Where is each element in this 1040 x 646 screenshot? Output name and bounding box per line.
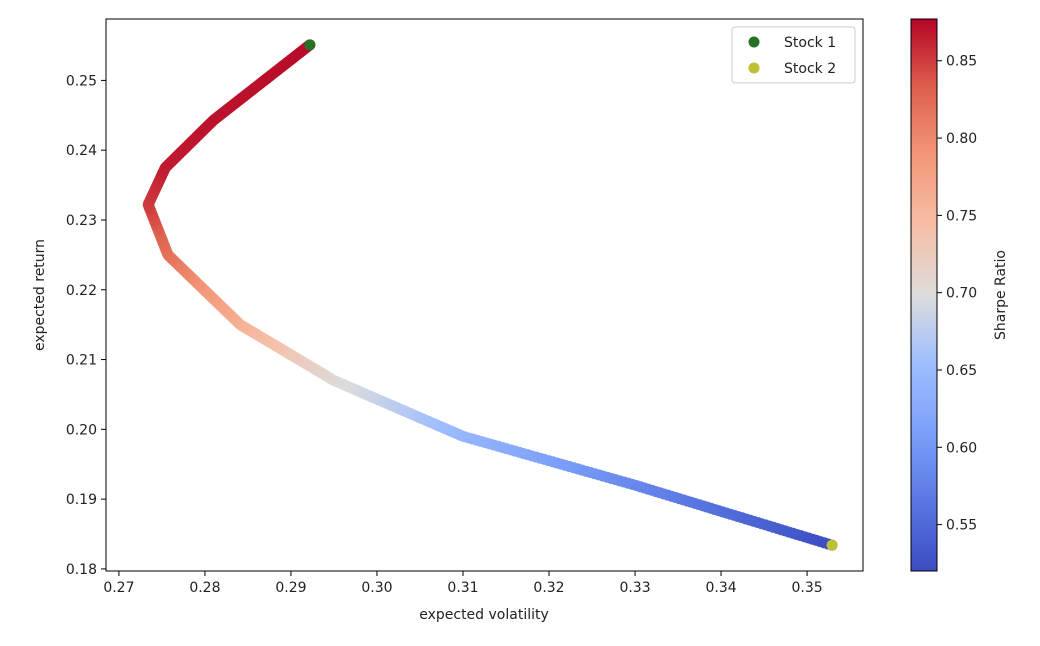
legend-label-stock-2: Stock 2: [784, 61, 836, 77]
legend-marker-stock-2: [748, 62, 760, 74]
plot-area: [105, 18, 864, 572]
y-tick-label: 0.22: [66, 283, 97, 299]
y-tick-label: 0.19: [66, 492, 97, 508]
colorbar-tick-label: 0.85: [946, 54, 977, 70]
x-tick-label: 0.35: [791, 580, 822, 596]
colorbar-ticks: 0.55 0.60 0.65 0.70 0.75 0.80 0.85: [937, 54, 977, 534]
stock-2-point: [826, 539, 838, 551]
y-tick-label: 0.24: [66, 143, 97, 159]
y-tick-label: 0.18: [66, 562, 97, 578]
legend-label-stock-1: Stock 1: [784, 35, 836, 51]
colorbar-tick-label: 0.65: [946, 363, 977, 379]
colorbar-gradient: [910, 18, 938, 572]
y-tick-label: 0.25: [66, 73, 97, 89]
stock-markers: [304, 39, 838, 551]
legend-box: [731, 26, 856, 84]
legend: Stock 1 Stock 2: [731, 26, 856, 84]
plot-background: [106, 19, 863, 571]
x-tick-label: 0.28: [189, 580, 220, 596]
legend-marker-stock-1: [748, 36, 760, 48]
x-axis: 0.27 0.28 0.29 0.30 0.31 0.32 0.33 0.34 0.35: [103, 571, 823, 596]
x-tick-label: 0.34: [705, 580, 736, 596]
colorbar-label: Sharpe Ratio: [993, 250, 1009, 340]
x-tick-label: 0.33: [619, 580, 650, 596]
frontier-layer: [142, 39, 838, 551]
y-axis: 0.18 0.19 0.20 0.21 0.22 0.23 0.24 0.25: [66, 73, 106, 578]
plot-frame: [105, 18, 864, 572]
colorbar-tick-label: 0.70: [946, 286, 977, 302]
x-tick-label: 0.31: [447, 580, 478, 596]
colorbar-tick-label: 0.80: [946, 131, 977, 147]
colorbar-tick-label: 0.55: [946, 518, 977, 534]
x-tick-label: 0.27: [103, 580, 134, 596]
x-tick-label: 0.32: [533, 580, 564, 596]
colorbar-tick-label: 0.60: [946, 440, 977, 456]
x-tick-label: 0.29: [275, 580, 306, 596]
stock-1-point: [304, 39, 316, 51]
y-tick-label: 0.20: [66, 422, 97, 438]
y-tick-label: 0.21: [66, 353, 97, 369]
y-axis-label: expected return: [32, 239, 48, 351]
x-axis-label: expected volatility: [419, 607, 549, 623]
colorbar-tick-label: 0.75: [946, 208, 977, 224]
x-tick-label: 0.30: [361, 580, 392, 596]
y-tick-label: 0.23: [66, 213, 97, 229]
colorbar: 0.55 0.60 0.65 0.70 0.75 0.80 0.85 Sharpe Rati…: [910, 18, 1009, 572]
